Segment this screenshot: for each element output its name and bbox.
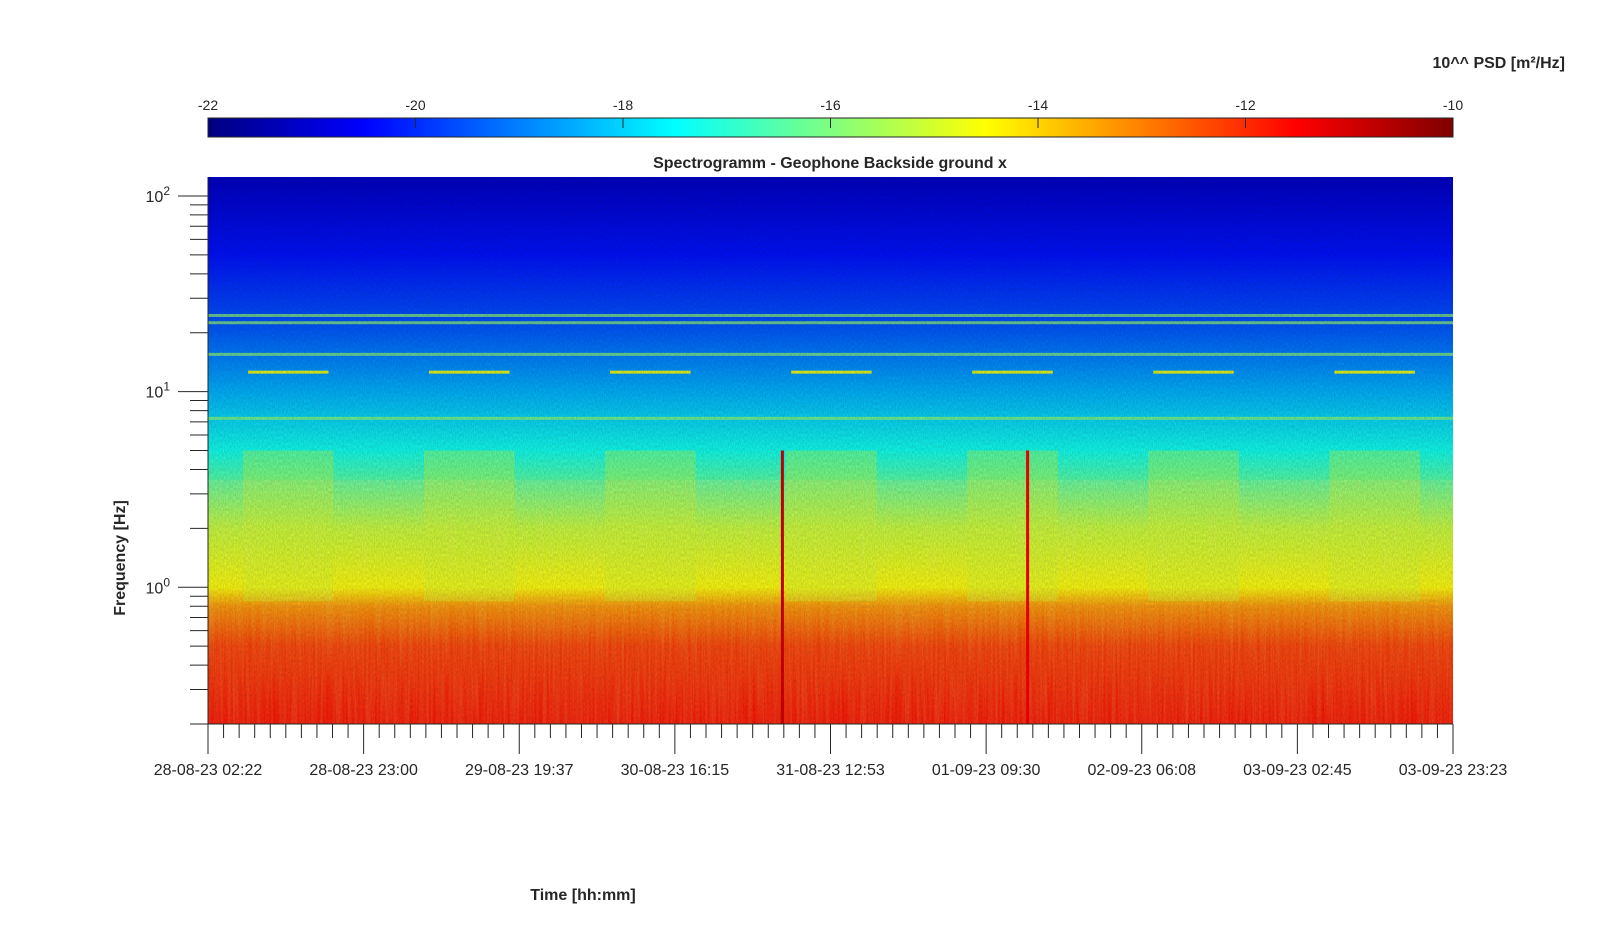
x-axis: 28-08-23 02:22 28-08-23 23:00 29-08-23 19:… xyxy=(154,723,1508,779)
y-tick-label: 100 xyxy=(146,575,171,597)
spectrogram-noise xyxy=(208,177,1453,724)
x-tick-label: 01-09-23 09:30 xyxy=(932,762,1041,779)
x-tick-label: 31-08-23 12:53 xyxy=(776,762,885,779)
colorbar-tick-label: -16 xyxy=(820,97,840,113)
colorbar-tick-label: -22 xyxy=(198,97,218,113)
y-axis-label: Frequency [Hz] xyxy=(112,500,129,616)
x-tick-label: 03-09-23 02:45 xyxy=(1243,762,1352,779)
x-tick-label: 03-09-23 23:23 xyxy=(1399,762,1508,779)
colorbar-ticks xyxy=(207,118,1454,128)
colorbar-tick-label: -14 xyxy=(1028,97,1048,113)
x-axis-label: Time [hh:mm] xyxy=(530,887,635,904)
plot-area xyxy=(208,177,1453,724)
y-axis: 100 101 102 xyxy=(146,177,209,725)
y-tick-label: 102 xyxy=(146,184,171,206)
x-tick-label: 28-08-23 02:22 xyxy=(154,762,263,779)
x-tick-label: 29-08-23 19:37 xyxy=(465,762,574,779)
colorbar-label: 10^^ PSD [m²/Hz] xyxy=(1433,55,1565,72)
x-tick-label: 28-08-23 23:00 xyxy=(309,762,418,779)
colorbar-tick-label: -10 xyxy=(1443,97,1463,113)
chart-title: Spectrogramm - Geophone Backside ground … xyxy=(653,155,1007,172)
colorbar-tick-label: -12 xyxy=(1235,97,1255,113)
y-tick-label: 101 xyxy=(146,380,171,402)
colorbar-tick-label: -20 xyxy=(405,97,425,113)
colorbar-tick-labels: -22 -20 -18 -16 -14 -12 -10 xyxy=(198,97,1463,113)
x-tick-label: 02-09-23 06:08 xyxy=(1087,762,1196,779)
x-tick-label: 30-08-23 16:15 xyxy=(621,762,730,779)
colorbar-tick-label: -18 xyxy=(613,97,633,113)
